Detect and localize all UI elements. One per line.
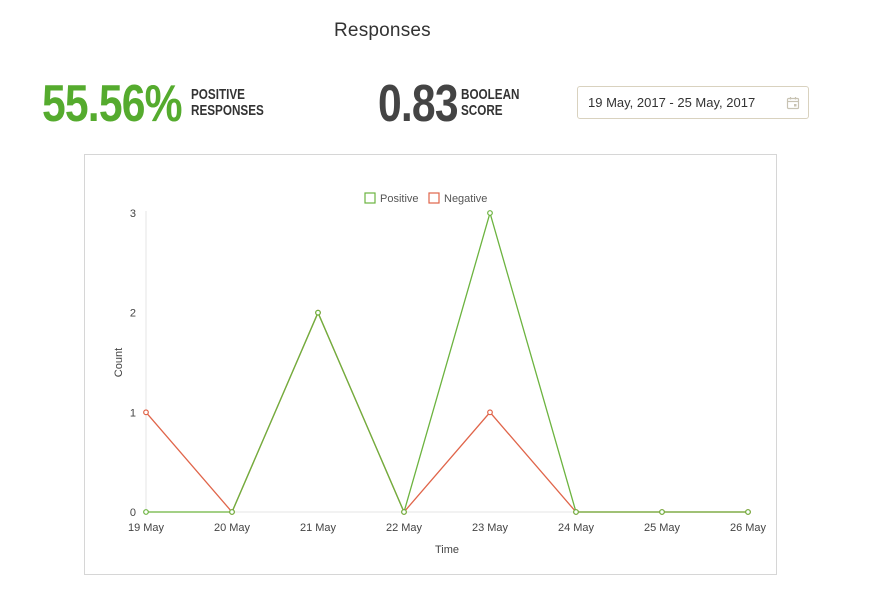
positive-label-line2: RESPONSES (191, 102, 264, 119)
x-tick-label: 22 May (386, 522, 423, 534)
boolean-label-line2: SCORE (461, 102, 503, 119)
data-point-positive (487, 210, 493, 216)
legend-label: Negative (444, 193, 487, 205)
positive-responses-label: POSITIVE RESPONSES (191, 87, 264, 119)
data-point-negative (143, 409, 149, 416)
y-tick-label: 0 (130, 507, 136, 519)
y-tick-label: 2 (130, 308, 136, 320)
y-axis-title: Count (113, 348, 125, 377)
data-point-negative (487, 409, 493, 416)
positive-label-line1: POSITIVE (191, 86, 245, 103)
boolean-label-line1: BOOLEAN (461, 86, 520, 103)
x-tick-label: 24 May (558, 522, 595, 534)
data-point-positive (143, 509, 149, 515)
data-point-positive (659, 509, 665, 515)
data-point-positive (229, 509, 235, 515)
data-point-positive (315, 309, 321, 316)
x-tick-label: 26 May (730, 522, 767, 534)
y-tick-label: 3 (130, 208, 136, 220)
date-range-picker[interactable]: 19 May, 2017 - 25 May, 2017 (577, 86, 809, 119)
x-tick-label: 25 May (644, 522, 681, 534)
calendar-icon[interactable] (786, 96, 800, 110)
data-point-positive (745, 509, 751, 515)
legend-swatch (428, 192, 440, 204)
x-tick-label: 19 May (128, 522, 165, 534)
series-line-positive (146, 210, 748, 514)
boolean-score-value: 0.83 (378, 75, 459, 133)
legend-label: Positive (380, 193, 419, 205)
data-point-positive (573, 509, 579, 515)
date-range-value: 19 May, 2017 - 25 May, 2017 (588, 95, 756, 110)
legend-swatch (364, 192, 376, 204)
series-line-negative (145, 311, 748, 514)
page-title: Responses (334, 20, 431, 41)
data-point-positive (401, 509, 407, 515)
responses-line-chart: 0 1 2 3 19 May 20 May 21 May 22 May 23 May 24 May… (113, 192, 767, 556)
x-tick-label: 20 May (214, 522, 251, 534)
x-tick-label: 23 May (472, 522, 509, 534)
boolean-score-label: BOOLEAN SCORE (461, 87, 520, 119)
x-tick-label: 21 May (300, 522, 337, 534)
x-axis-title: Time (435, 544, 459, 556)
y-tick-label: 1 (130, 407, 136, 419)
chart-panel: 0 1 2 3 19 May 20 May 21 May 22 May 23 May 24 May… (84, 154, 777, 575)
positive-percentage-value: 55.56% (42, 75, 183, 133)
